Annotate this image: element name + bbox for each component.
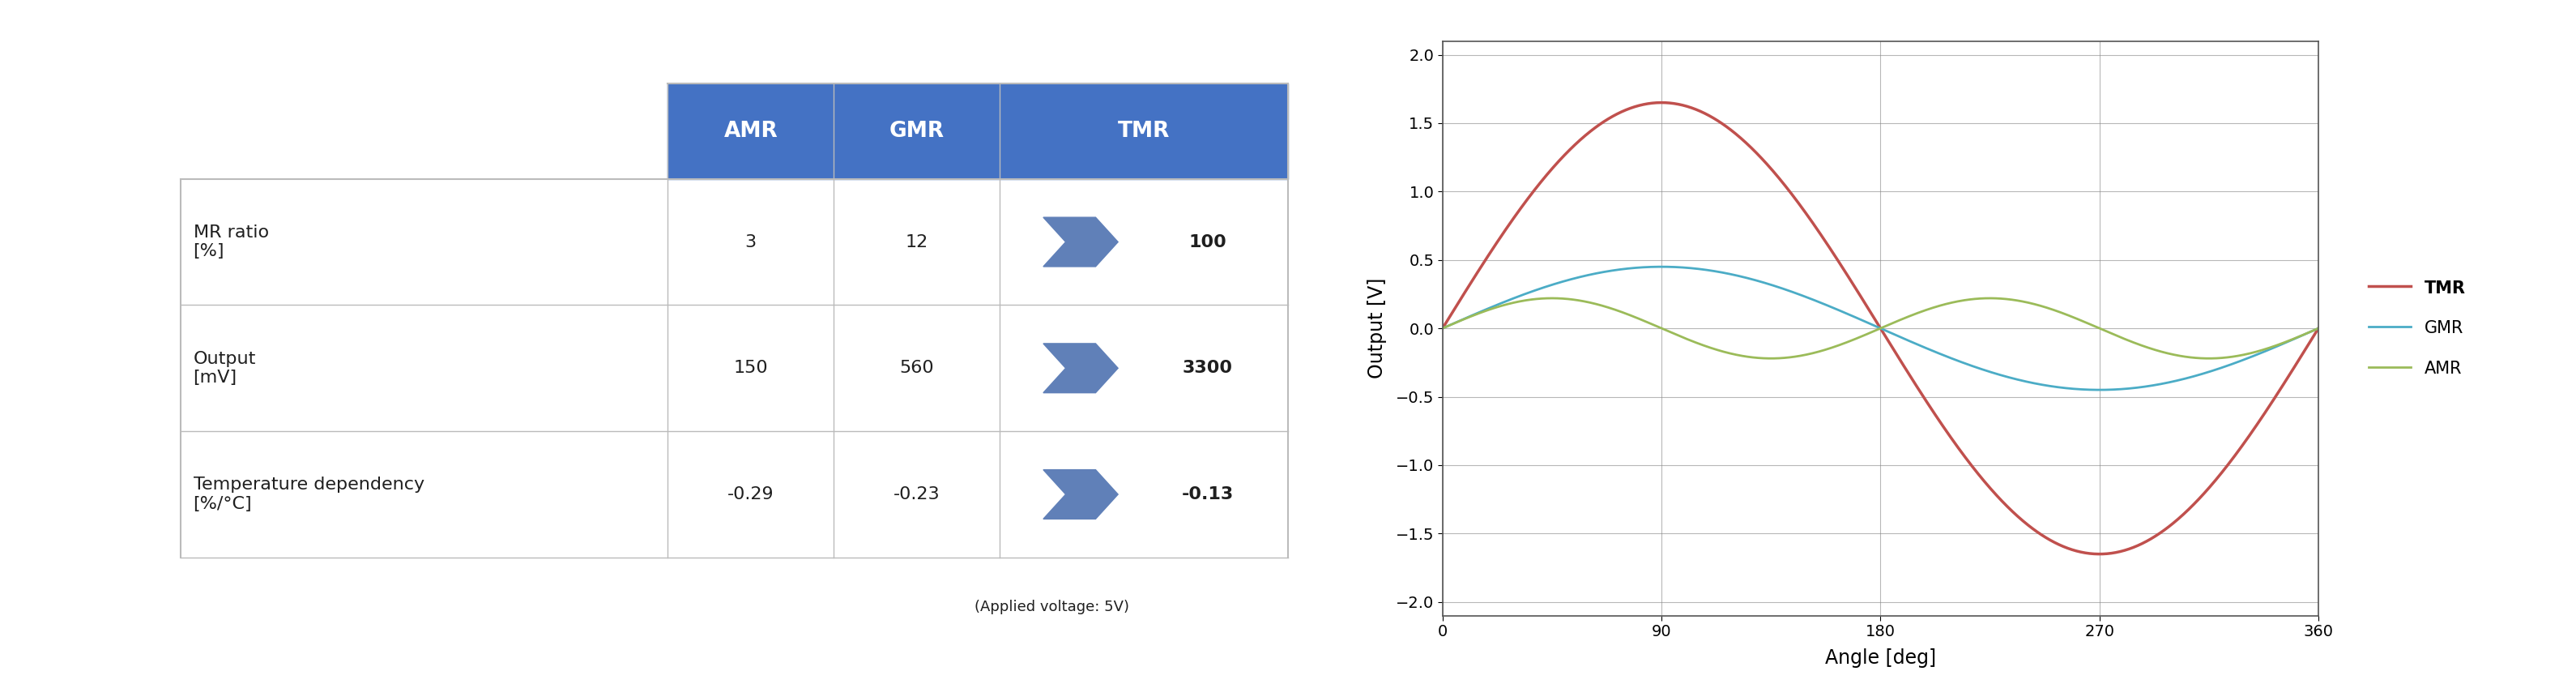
TMR [1814,243,1844,251]
Text: TMR: TMR [1118,120,1170,142]
AMR [1517,295,1548,304]
GMR [2112,384,2143,393]
TMR [2128,539,2159,547]
GMR [1517,287,1548,295]
Text: 12: 12 [907,234,927,250]
Text: 560: 560 [899,360,935,376]
TMR [2112,545,2143,553]
AMR [1814,345,1844,353]
Text: GMR: GMR [889,120,945,142]
GMR [1427,324,1458,332]
Polygon shape [1043,218,1118,267]
Bar [667,83,1288,179]
AMR [2303,324,2334,332]
Text: 3300: 3300 [1182,360,1231,376]
Polygon shape [1043,343,1118,393]
TMR [2303,324,2334,332]
Text: 3: 3 [744,234,757,250]
AMR [2030,303,2061,311]
Bar [180,431,1288,557]
Text: Output
[mV]: Output [mV] [193,351,255,386]
Text: -0.13: -0.13 [1182,486,1234,503]
AMR [2192,354,2223,363]
GMR [2030,381,2061,389]
TMR [1517,189,1548,198]
GMR [1783,290,1814,298]
Text: MR ratio
[%]: MR ratio [%] [193,224,268,259]
AMR [1538,294,1569,302]
Polygon shape [1043,470,1118,519]
Text: (Applied voltage: 5V): (Applied voltage: 5V) [974,599,1128,614]
GMR [1814,302,1844,311]
X-axis label: Angle [deg]: Angle [deg] [1824,648,1937,668]
AMR [1427,324,1458,332]
TMR [1427,324,1458,332]
Line: TMR: TMR [1443,103,2318,554]
AMR [1783,352,1814,360]
Line: AMR: AMR [1443,298,2318,358]
TMR [1783,198,1814,206]
Y-axis label: Output [V]: Output [V] [1368,278,1386,379]
Line: GMR: GMR [1443,267,2318,390]
TMR [1646,98,1677,107]
GMR [2128,383,2159,391]
AMR [2128,341,2159,350]
TMR [2030,533,2061,541]
Text: -0.29: -0.29 [726,486,775,503]
Bar [180,305,1288,431]
GMR [2303,324,2334,332]
Text: Temperature dependency
[%/°C]: Temperature dependency [%/°C] [193,477,425,512]
TMR [2084,550,2115,558]
GMR [2084,386,2115,394]
Text: AMR: AMR [724,120,778,142]
AMR [2110,336,2141,344]
Text: -0.23: -0.23 [894,486,940,503]
Legend: TMR, GMR, AMR: TMR, GMR, AMR [2362,273,2473,384]
Text: 100: 100 [1188,234,1226,250]
Bar [180,179,1288,305]
GMR [1646,263,1677,271]
Text: 150: 150 [734,360,768,376]
